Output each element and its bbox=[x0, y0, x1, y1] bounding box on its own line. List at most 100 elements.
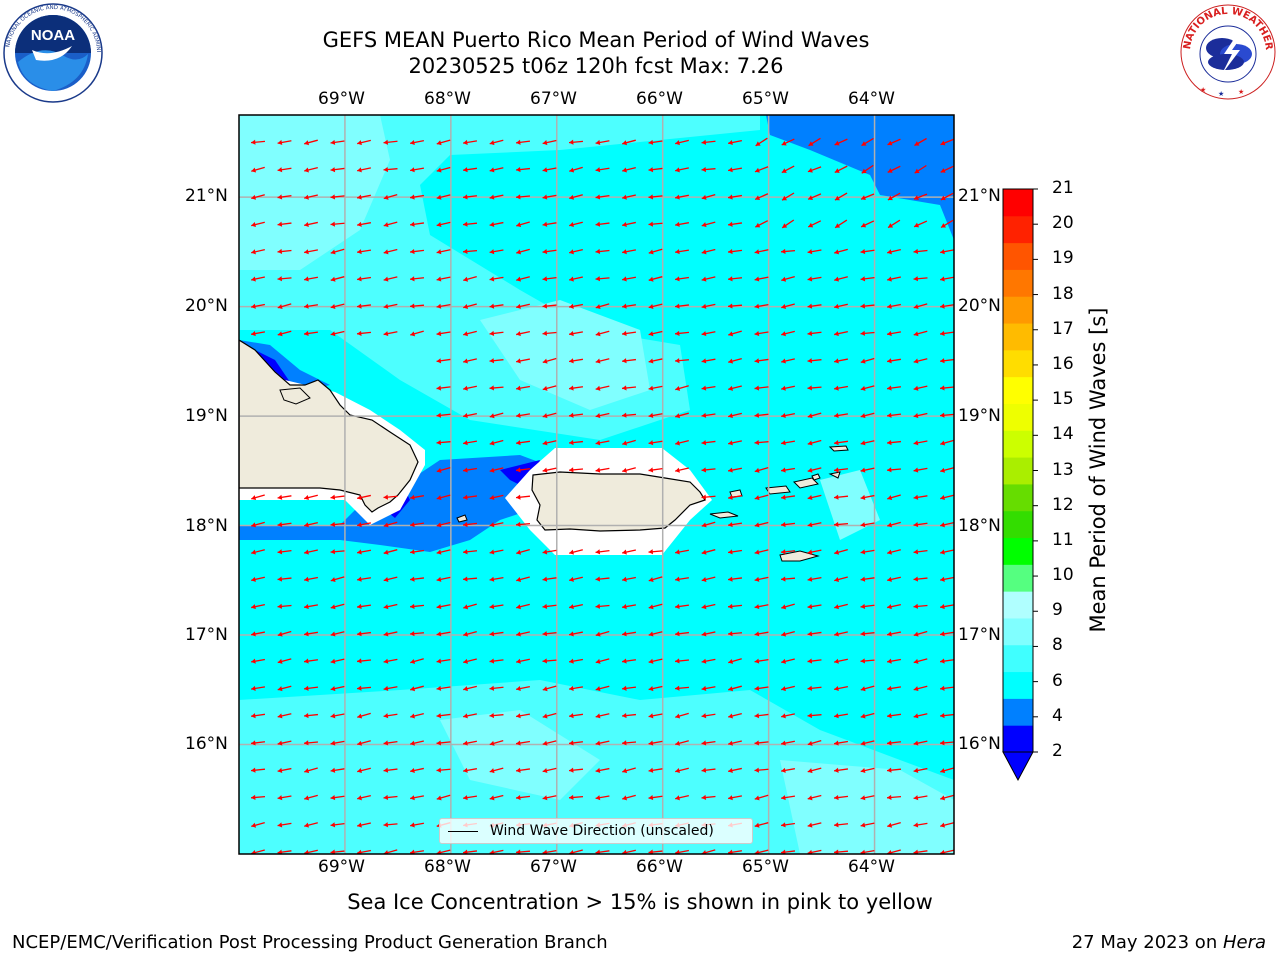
wave-arrow-head bbox=[542, 303, 548, 309]
land-st-croix bbox=[779, 550, 820, 562]
wave-arrow-head bbox=[782, 223, 788, 228]
nws-logo-icon: NATIONAL WEATHER SERVICE ★ ★ ★ bbox=[1178, 2, 1276, 100]
wave-arrow-head bbox=[330, 740, 336, 746]
wave-arrow-head bbox=[383, 549, 389, 555]
wave-arrow-head bbox=[489, 522, 495, 528]
wave-arrow-head bbox=[330, 631, 336, 637]
map-frame bbox=[238, 114, 955, 855]
wave-arrow-head bbox=[489, 631, 495, 637]
wave-arrow-head bbox=[357, 603, 362, 610]
wave-arrow-head bbox=[595, 849, 601, 854]
wave-arrow-head bbox=[834, 385, 839, 391]
wave-arrow-head bbox=[569, 740, 574, 746]
wave-arrow-head bbox=[887, 303, 892, 309]
colorbar bbox=[1002, 188, 1038, 753]
wave-arrow-head bbox=[648, 658, 654, 664]
wave-arrow-head bbox=[516, 849, 521, 854]
wave-arrow-head bbox=[436, 658, 442, 664]
wave-arrow-head bbox=[860, 658, 866, 664]
wave-arrow-head bbox=[251, 303, 256, 309]
wave-arrow-head bbox=[383, 850, 389, 854]
lat-label-left-18n: 18°N bbox=[185, 516, 228, 536]
legend-line-swatch bbox=[448, 831, 478, 832]
wave-arrow-head bbox=[728, 276, 733, 282]
wave-arrow-head bbox=[436, 276, 442, 282]
wave-arrow-head bbox=[410, 248, 415, 255]
wave-arrow-head bbox=[807, 522, 813, 528]
wave-arrow-head bbox=[860, 713, 866, 719]
wave-arrow-head bbox=[251, 194, 257, 200]
wave-arrow-head bbox=[807, 303, 813, 309]
wave-arrow-head bbox=[463, 631, 469, 637]
wave-arrow-head bbox=[542, 140, 548, 146]
wave-arrow-head bbox=[516, 440, 521, 446]
wave-arrow-head bbox=[834, 440, 839, 446]
wave-arrow-head bbox=[754, 385, 760, 391]
wave-arrow-head bbox=[834, 740, 839, 746]
wave-arrow-head bbox=[940, 440, 946, 446]
wave-arrow-head bbox=[807, 440, 813, 446]
wave-arrow-head bbox=[542, 440, 548, 446]
lon-label-bottom-69w: 69°W bbox=[318, 857, 365, 877]
wave-arrow-head bbox=[569, 276, 574, 282]
wave-arrow-head bbox=[357, 768, 362, 774]
wave-arrow-head bbox=[860, 330, 866, 336]
wave-arrow-head bbox=[807, 603, 813, 610]
wave-arrow-head bbox=[516, 794, 521, 801]
wave-arrow-head bbox=[887, 195, 893, 201]
wave-arrow-head bbox=[834, 849, 839, 854]
wave-arrow-head bbox=[542, 330, 548, 336]
wave-arrow-head bbox=[887, 850, 892, 854]
wave-arrow-head bbox=[728, 467, 733, 473]
footer-date: 27 May 2023 on Hera bbox=[1072, 932, 1266, 953]
wave-arrow-head bbox=[860, 822, 866, 828]
wave-arrow-head bbox=[516, 549, 522, 555]
wave-arrow-head bbox=[463, 521, 468, 528]
wave-arrow-head bbox=[728, 795, 733, 801]
wave-arrow-head bbox=[277, 139, 283, 146]
wave-arrow-head bbox=[569, 631, 574, 637]
wave-arrow-head bbox=[728, 576, 733, 582]
wave-arrow-head bbox=[595, 276, 601, 282]
wave-arrow-head bbox=[277, 849, 283, 854]
wave-arrow-head bbox=[542, 413, 548, 419]
wave-arrow-head bbox=[940, 740, 945, 746]
wave-arrow-head bbox=[887, 794, 892, 801]
wave-arrow-head bbox=[304, 194, 309, 200]
wave-arrow-head bbox=[675, 795, 680, 801]
wave-arrow-head bbox=[277, 576, 283, 582]
wave-arrow-head bbox=[410, 194, 415, 200]
wave-arrow-head bbox=[754, 631, 760, 637]
wave-arrow-head bbox=[675, 140, 680, 146]
wave-arrow-head bbox=[383, 522, 389, 528]
wave-arrow-head bbox=[887, 412, 892, 418]
colorbar-segment bbox=[1003, 644, 1033, 673]
wave-arrow-head bbox=[834, 303, 839, 309]
wave-arrow-head bbox=[463, 139, 468, 145]
wave-arrow-head bbox=[622, 604, 627, 610]
wave-arrow-head bbox=[860, 276, 866, 282]
colorbar-tick-label: 17 bbox=[1052, 318, 1074, 339]
wave-arrow-head bbox=[489, 576, 495, 582]
wave-arrow-head bbox=[357, 658, 362, 664]
wave-arrow-head bbox=[463, 549, 468, 555]
wave-arrow-head bbox=[728, 303, 733, 309]
wave-arrow-head bbox=[383, 658, 389, 664]
wave-arrow-head bbox=[569, 685, 574, 691]
wave-arrow-head bbox=[754, 822, 760, 828]
noaa-logo-icon: NOAA NATIONAL OCEANIC AND ATMOSPHERIC AD… bbox=[2, 2, 103, 103]
wave-arrow-head bbox=[754, 522, 760, 528]
wave-arrow-head bbox=[940, 358, 945, 364]
wave-arrow-head bbox=[330, 686, 336, 692]
wave-arrow-head bbox=[860, 385, 866, 391]
wave-arrow-head bbox=[754, 713, 760, 719]
wave-arrow-head bbox=[304, 685, 309, 691]
wave-arrow-head bbox=[754, 576, 760, 582]
wave-arrow-head bbox=[675, 685, 680, 691]
wave-arrow-head bbox=[622, 385, 627, 391]
wave-arrow-head bbox=[781, 658, 786, 664]
wave-arrow-head bbox=[675, 576, 680, 582]
lon-label-top-67w: 67°W bbox=[530, 89, 577, 109]
lat-label-left-20n: 20°N bbox=[185, 296, 228, 316]
wave-arrow-head bbox=[516, 139, 521, 145]
